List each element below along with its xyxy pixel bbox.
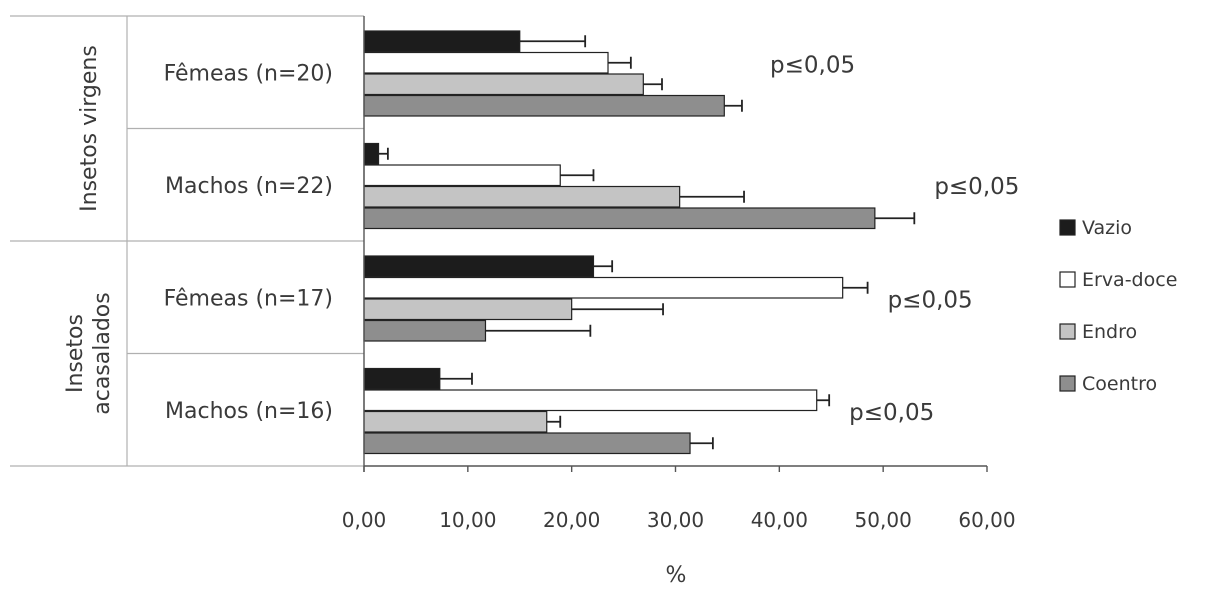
group-label: Insetosacasalados [63, 292, 115, 414]
x-tick-label: 0,00 [342, 508, 387, 532]
bars-layer [363, 30, 876, 455]
x-tick-label: 30,00 [647, 508, 704, 532]
x-tick-label: 60,00 [958, 508, 1015, 532]
legend-swatch [1059, 271, 1076, 288]
x-tick-label: 10,00 [439, 508, 496, 532]
bar [363, 185, 681, 208]
bar [363, 298, 573, 321]
legend-label: Coentro [1082, 373, 1157, 395]
bar [363, 164, 561, 187]
bar [363, 389, 818, 412]
legend-swatch [1059, 323, 1076, 340]
bar [363, 94, 725, 117]
chart-frame [10, 15, 364, 467]
legend-label: Erva-doce [1082, 269, 1177, 291]
legend-label: Vazio [1082, 217, 1132, 239]
bar [363, 73, 644, 96]
bar [363, 255, 595, 278]
p-value-annotation: p≤0,05 [770, 52, 855, 78]
group-label: Insetos virgens [77, 45, 102, 212]
legend-swatch [1059, 375, 1076, 392]
labels-layer: Insetos virgens Fêmeas (n=20) p≤0,05 Machos… [63, 45, 1019, 426]
category-label: Machos (n=22) [165, 174, 333, 199]
legend: Vazio Erva-doce Endro Coentro [1059, 217, 1177, 395]
x-tick-label: 40,00 [751, 508, 808, 532]
bar [363, 30, 521, 53]
bar [363, 142, 380, 165]
p-value-annotation: p≤0,05 [849, 400, 934, 426]
error-bars-layer [378, 35, 916, 450]
bar [363, 410, 548, 433]
category-label: Fêmeas (n=17) [164, 286, 333, 311]
bar [363, 51, 609, 74]
x-axis-title: % [666, 563, 687, 586]
x-tick-label: 50,00 [855, 508, 912, 532]
bar [363, 432, 691, 455]
p-value-annotation: p≤0,05 [934, 174, 1019, 200]
bar [363, 276, 844, 299]
bar [363, 207, 876, 230]
x-axis: 0,00 10,00 20,00 30,00 40,00 50,00 60,00% [342, 16, 1016, 588]
category-label: Machos (n=16) [165, 399, 333, 424]
bar [363, 367, 441, 390]
category-label: Fêmeas (n=20) [164, 61, 333, 86]
x-tick-label: 20,00 [543, 508, 600, 532]
legend-swatch [1059, 219, 1076, 236]
bar [363, 319, 487, 342]
legend-label: Endro [1082, 321, 1137, 343]
p-value-annotation: p≤0,05 [888, 287, 973, 313]
